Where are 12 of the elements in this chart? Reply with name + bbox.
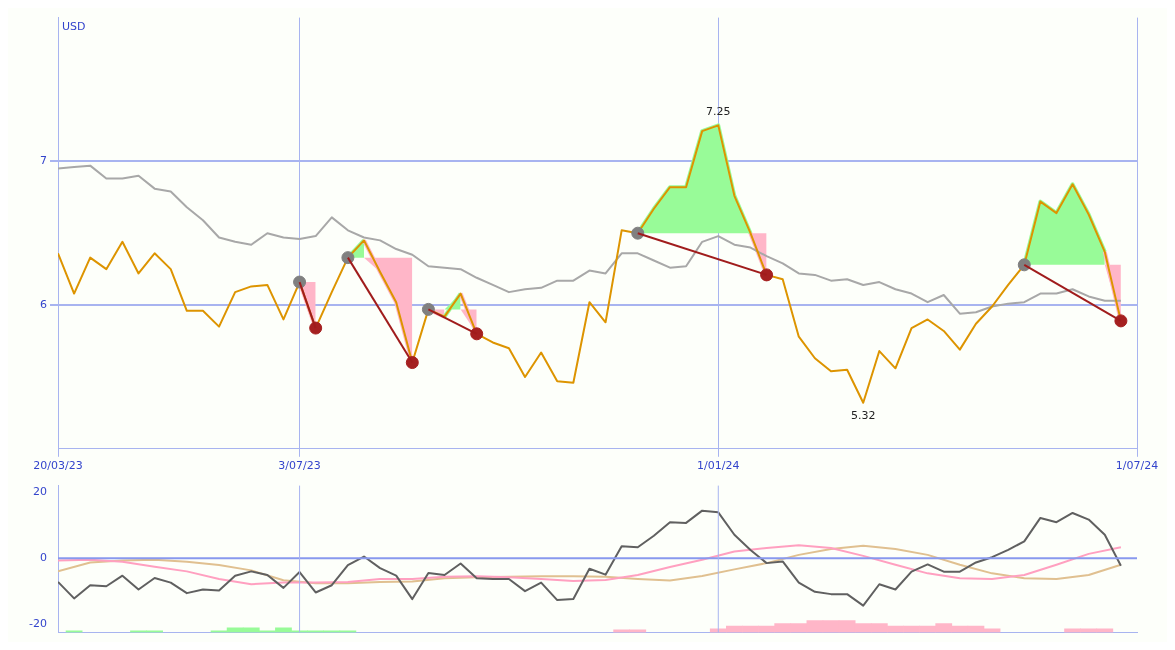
x-tick-label: 1/01/24: [697, 459, 740, 473]
y-tick-label: 20: [33, 485, 47, 499]
y-tick-label: 7: [40, 154, 47, 168]
y-axis-title: USD: [62, 19, 86, 33]
annotation: 7.25: [706, 104, 731, 118]
x-tick-label: 20/03/23: [33, 459, 83, 473]
x-tick-label: 1/07/24: [1115, 459, 1159, 473]
y-tick-label: 0: [40, 551, 47, 565]
x-tick-label: 3/07/23: [278, 459, 321, 473]
annotation: 5.32: [850, 409, 876, 423]
y-tick-label: -20: [29, 617, 47, 631]
y-tick-label: 6: [40, 297, 47, 311]
